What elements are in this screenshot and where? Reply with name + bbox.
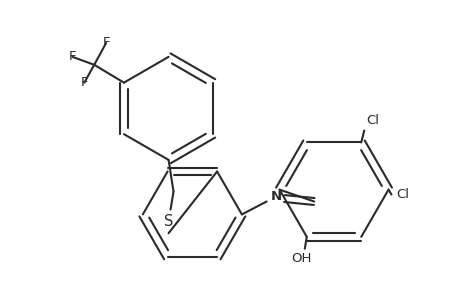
Text: F: F [68, 50, 76, 63]
Text: Cl: Cl [365, 114, 378, 127]
Text: Cl: Cl [396, 188, 409, 201]
Text: F: F [102, 37, 110, 50]
Text: N: N [270, 190, 281, 203]
Text: OH: OH [291, 252, 311, 265]
Text: F: F [80, 76, 88, 89]
Text: S: S [163, 214, 173, 229]
